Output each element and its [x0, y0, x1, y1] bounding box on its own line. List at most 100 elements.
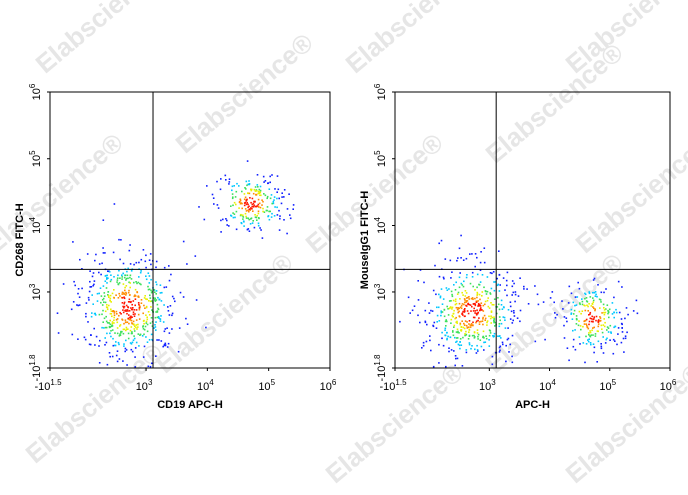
- event-dot: [115, 310, 118, 313]
- event-dot: [127, 332, 130, 335]
- event-dot: [462, 314, 464, 316]
- event-dot: [126, 270, 128, 273]
- event-dot: [173, 297, 175, 300]
- event-dot: [121, 278, 123, 280]
- event-dot: [445, 325, 447, 327]
- event-dot: [258, 190, 260, 193]
- event-dot: [279, 217, 281, 220]
- event-dot: [454, 364, 456, 367]
- x-tick-label: 104: [197, 378, 214, 393]
- tick-base: 10: [479, 381, 491, 393]
- event-dot: [453, 324, 456, 327]
- event-dot: [98, 345, 100, 347]
- event-dot: [149, 294, 151, 297]
- event-dot: [253, 204, 255, 206]
- event-dot: [123, 302, 125, 305]
- event-dot: [84, 338, 87, 341]
- event-dot: [100, 301, 102, 304]
- event-dot: [133, 295, 136, 298]
- event-dot: [116, 281, 118, 283]
- event-dot: [425, 340, 428, 343]
- event-dot: [480, 320, 482, 323]
- event-dot: [249, 209, 251, 211]
- event-dot: [155, 299, 158, 301]
- event-dot: [143, 297, 146, 299]
- event-dot: [476, 313, 479, 315]
- event-dot: [580, 328, 582, 331]
- event-dot: [157, 308, 160, 311]
- event-dot: [551, 291, 554, 293]
- event-dot: [477, 304, 480, 306]
- event-dot: [130, 278, 133, 280]
- event-dot: [566, 347, 569, 349]
- event-dot: [138, 261, 140, 264]
- event-dot: [478, 317, 480, 319]
- event-dot: [276, 214, 279, 216]
- event-dot: [444, 327, 447, 330]
- event-dot: [257, 210, 260, 213]
- event-dot: [595, 315, 598, 318]
- event-dot: [85, 315, 87, 318]
- event-dot: [622, 337, 625, 340]
- event-dot: [432, 289, 435, 292]
- event-dot: [614, 340, 616, 342]
- event-dot: [231, 189, 233, 192]
- event-dot: [589, 330, 591, 332]
- event-dot: [113, 344, 116, 347]
- event-dot: [480, 302, 483, 304]
- event-dot: [108, 352, 111, 354]
- event-dot: [471, 276, 474, 278]
- event-dot: [239, 201, 241, 203]
- event-dot: [474, 312, 476, 314]
- event-dot: [439, 296, 442, 299]
- event-dot: [496, 284, 499, 287]
- event-dot: [602, 303, 605, 306]
- event-dot: [584, 292, 586, 295]
- event-dot: [112, 344, 115, 347]
- event-dot: [476, 291, 479, 294]
- event-dot: [136, 328, 138, 330]
- event-dot: [185, 317, 187, 320]
- event-dot: [482, 330, 485, 333]
- event-dot: [117, 274, 119, 277]
- x-tick-label: 106: [660, 378, 677, 393]
- event-dot: [113, 289, 115, 291]
- event-dot: [489, 293, 492, 295]
- tick-exponent: 4: [373, 217, 382, 222]
- event-dot: [143, 333, 145, 336]
- event-dot: [125, 326, 128, 329]
- event-dot: [452, 316, 454, 318]
- event-dot: [123, 305, 126, 308]
- event-dot: [106, 322, 109, 324]
- event-dot: [232, 216, 235, 219]
- event-dot: [93, 283, 95, 286]
- event-dot: [460, 330, 463, 332]
- event-dot: [70, 308, 73, 311]
- event-dot: [91, 312, 93, 314]
- event-dot: [599, 317, 602, 319]
- event-dot: [428, 312, 431, 314]
- event-dot: [597, 284, 599, 286]
- event-dot: [259, 227, 261, 229]
- event-dot: [589, 342, 592, 344]
- event-dot: [457, 330, 459, 333]
- event-dot: [468, 328, 471, 331]
- event-dot: [289, 214, 291, 216]
- event-dot: [447, 314, 450, 316]
- event-dot: [159, 318, 161, 320]
- event-dot: [144, 295, 146, 297]
- event-dot: [212, 197, 215, 199]
- event-dot: [109, 326, 112, 328]
- event-dot: [134, 325, 136, 328]
- event-dot: [443, 277, 445, 280]
- event-dot: [464, 299, 466, 301]
- event-dot: [248, 183, 251, 186]
- event-dot: [505, 360, 507, 363]
- event-dot: [104, 252, 106, 254]
- event-dot: [464, 315, 466, 317]
- event-dot: [594, 295, 597, 297]
- event-dot: [259, 206, 262, 209]
- event-dot: [74, 284, 76, 287]
- event-dot: [114, 332, 116, 334]
- event-dot: [81, 268, 83, 270]
